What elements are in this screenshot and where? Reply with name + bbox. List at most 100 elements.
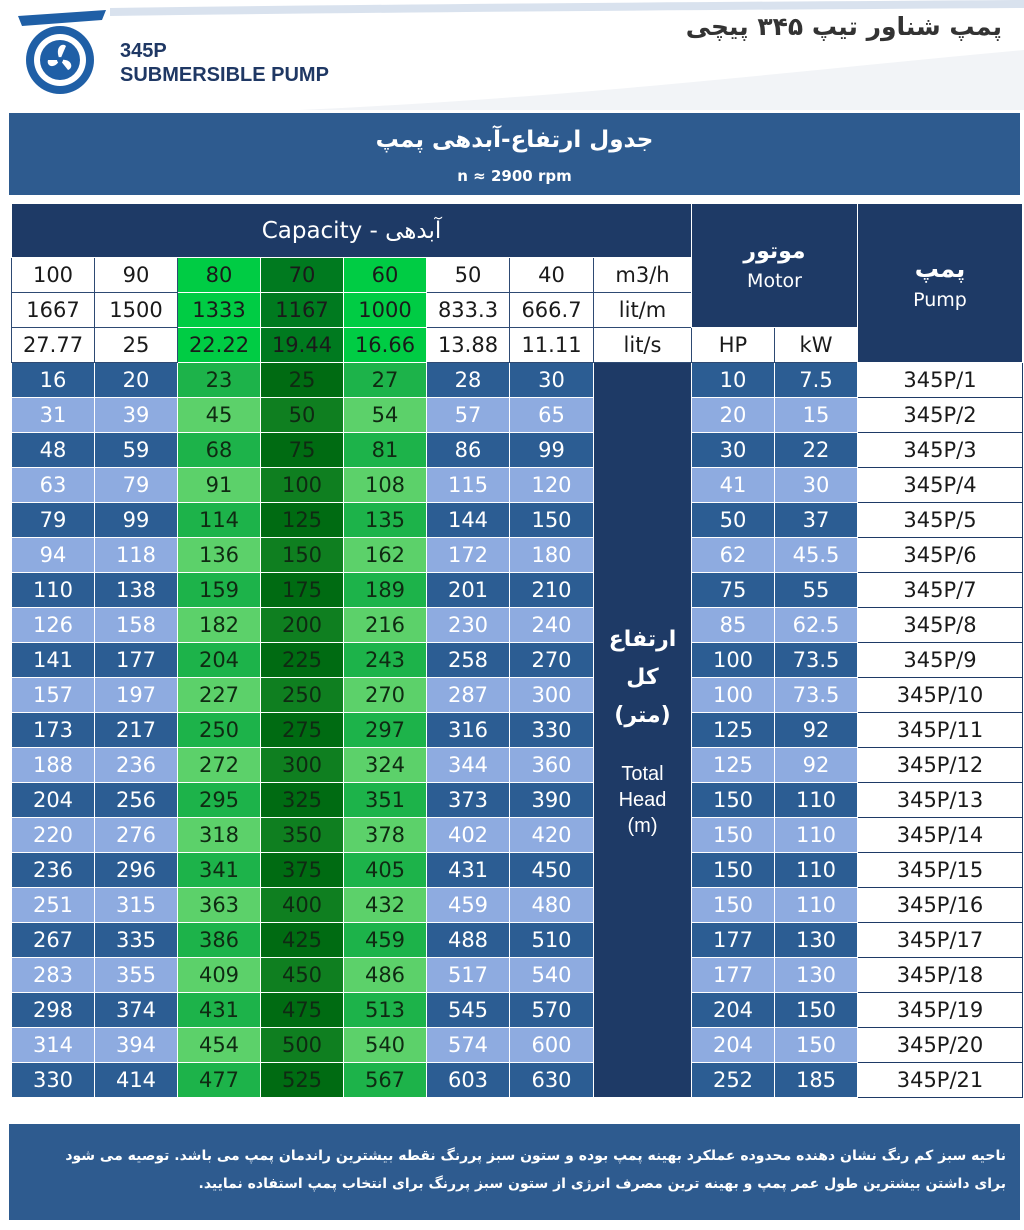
pump-model: 345P/19 <box>857 992 1023 1028</box>
head-value: 330 <box>509 712 594 748</box>
table-row: 236 296 341 375 405 431 450 150 110 345P/15 <box>11 852 1023 888</box>
head-value: 120 <box>509 467 594 503</box>
head-value: 57 <box>426 397 510 433</box>
motor-kw: 110 <box>774 887 858 923</box>
pump-model: 345P/8 <box>857 607 1023 643</box>
head-value: 360 <box>509 747 594 783</box>
motor-hp: 100 <box>691 642 775 678</box>
table-row: 251 315 363 400 432 459 480 150 110 345P/16 <box>11 887 1023 923</box>
head-value: 314 <box>11 1027 95 1063</box>
capacity-value: 666.7 <box>509 292 594 328</box>
head-value: 545 <box>426 992 510 1028</box>
head-value: 400 <box>260 887 344 923</box>
motor-kw: 30 <box>774 467 858 503</box>
footer-note: ناحیه سبز کم رنگ نشان دهنده محدوده عملکر… <box>9 1124 1020 1220</box>
capacity-value: 25 <box>94 327 178 363</box>
motor-hp: 177 <box>691 957 775 993</box>
head-label-en3: (m) <box>627 815 658 837</box>
motor-kw: 92 <box>774 712 858 748</box>
head-value: 267 <box>11 922 95 958</box>
head-value: 86 <box>426 432 510 468</box>
head-value: 295 <box>177 782 261 818</box>
motor-kw: 22 <box>774 432 858 468</box>
head-value: 204 <box>11 782 95 818</box>
document-title: پمپ شناور تیپ ۳۴۵ پیچی <box>685 12 1002 41</box>
pump-model: 345P/15 <box>857 852 1023 888</box>
head-value: 48 <box>11 432 95 468</box>
capacity-value: 1000 <box>343 292 427 328</box>
head-value: 488 <box>426 922 510 958</box>
motor-hp: 125 <box>691 712 775 748</box>
head-value: 402 <box>426 817 510 853</box>
head-value: 99 <box>94 502 178 538</box>
head-value: 296 <box>94 852 178 888</box>
motor-kw: 73.5 <box>774 677 858 713</box>
head-value: 316 <box>426 712 510 748</box>
motor-kw: 37 <box>774 502 858 538</box>
head-value: 68 <box>177 432 261 468</box>
head-value: 300 <box>260 747 344 783</box>
head-value: 324 <box>343 747 427 783</box>
pump-model: 345P/11 <box>857 712 1023 748</box>
head-value: 283 <box>11 957 95 993</box>
performance-table: Capacity - آبدهی موتور Motor پمپ Pump 100 90 80… <box>11 203 1023 1098</box>
pump-model: 345P/3 <box>857 432 1023 468</box>
head-value: 450 <box>509 852 594 888</box>
head-value: 375 <box>260 852 344 888</box>
model-code: 345P <box>120 40 167 62</box>
head-value: 236 <box>94 747 178 783</box>
head-value: 20 <box>94 362 178 398</box>
head-value: 27 <box>343 362 427 398</box>
unit-row: 27.77 25 22.22 19.44 16.66 13.88 11.11 lit/s HP k… <box>11 327 1023 363</box>
head-value: 220 <box>11 817 95 853</box>
motor-kw: 110 <box>774 817 858 853</box>
head-value: 201 <box>426 572 510 608</box>
table-row: 16 20 23 25 27 28 30 ارتفاع کل (متر) Total Head (m) 1… <box>11 362 1023 1098</box>
head-value: 431 <box>177 992 261 1028</box>
head-value: 300 <box>509 677 594 713</box>
head-value: 275 <box>260 712 344 748</box>
head-value: 414 <box>94 1062 178 1098</box>
head-value: 79 <box>94 467 178 503</box>
head-value: 250 <box>177 712 261 748</box>
capacity-value: 1667 <box>11 292 95 328</box>
capacity-value: 13.88 <box>426 327 510 363</box>
head-value: 126 <box>11 607 95 643</box>
head-value: 335 <box>94 922 178 958</box>
head-value: 344 <box>426 747 510 783</box>
head-value: 600 <box>509 1027 594 1063</box>
head-value: 315 <box>94 887 178 923</box>
table-row: 31 39 45 50 54 57 65 20 15 345P/2 <box>11 397 1023 433</box>
pump-model: 345P/9 <box>857 642 1023 678</box>
capacity-value: 1500 <box>94 292 178 328</box>
head-value: 243 <box>343 642 427 678</box>
motor-kw: 130 <box>774 957 858 993</box>
footer-line-1: ناحیه سبز کم رنگ نشان دهنده محدوده عملکر… <box>65 1148 1006 1164</box>
motor-header-fa: موتور <box>743 239 806 264</box>
head-value: 297 <box>343 712 427 748</box>
motor-hp: 204 <box>691 1027 775 1063</box>
table-title: جدول ارتفاع-آبدهی پمپ <box>375 127 654 153</box>
head-label-en2: Head <box>618 789 667 811</box>
head-value: 330 <box>11 1062 95 1098</box>
head-value: 31 <box>11 397 95 433</box>
capacity-value: 90 <box>94 257 178 293</box>
head-value: 25 <box>260 362 344 398</box>
head-value: 570 <box>509 992 594 1028</box>
head-value: 630 <box>509 1062 594 1098</box>
motor-kw: 110 <box>774 852 858 888</box>
head-value: 378 <box>343 817 427 853</box>
head-value: 454 <box>177 1027 261 1063</box>
head-value: 110 <box>11 572 95 608</box>
capacity-value: 60 <box>343 257 427 293</box>
head-value: 136 <box>177 537 261 573</box>
motor-hp: 100 <box>691 677 775 713</box>
motor-hp: 150 <box>691 887 775 923</box>
head-value: 256 <box>94 782 178 818</box>
head-value: 162 <box>343 537 427 573</box>
motor-kw: 150 <box>774 1027 858 1063</box>
header-swoosh <box>110 0 1024 110</box>
table-header-row: Capacity - آبدهی موتور Motor پمپ Pump <box>11 203 1023 363</box>
head-value: 182 <box>177 607 261 643</box>
head-value: 272 <box>177 747 261 783</box>
